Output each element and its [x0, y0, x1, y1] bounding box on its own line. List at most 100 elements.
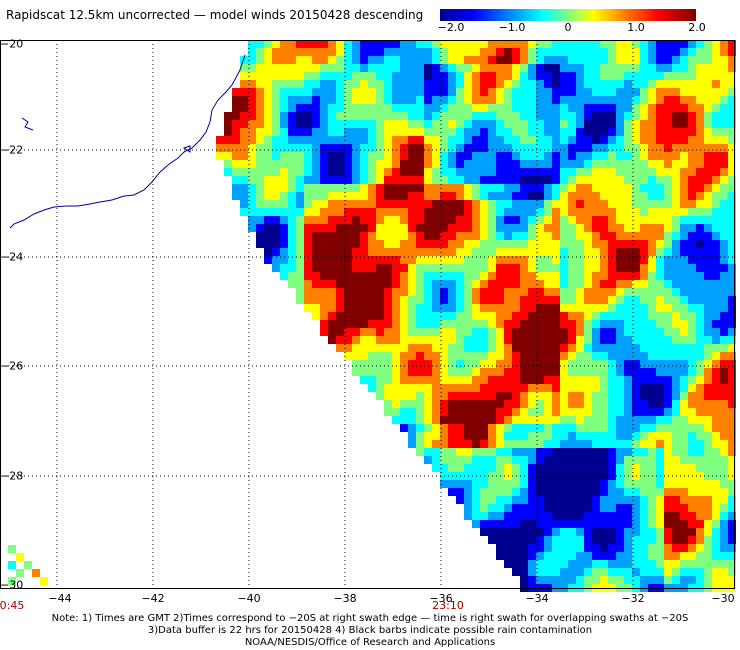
wind-cell: [304, 64, 312, 72]
wind-cell: [624, 136, 632, 144]
wind-cell: [264, 208, 272, 216]
wind-cell: [440, 224, 448, 232]
wind-cell: [520, 568, 528, 576]
wind-cell: [264, 144, 272, 152]
wind-cell: [632, 248, 640, 256]
wind-cell: [552, 464, 560, 472]
wind-cell: [424, 272, 432, 280]
wind-cell: [728, 224, 736, 232]
wind-cell: [624, 264, 632, 272]
wind-cell: [296, 120, 304, 128]
wind-cell: [472, 416, 480, 424]
wind-cell: [584, 368, 592, 376]
wind-cell: [664, 552, 672, 560]
wind-cell: [664, 64, 672, 72]
wind-cell: [488, 432, 496, 440]
wind-cell: [312, 200, 320, 208]
wind-cell: [464, 336, 472, 344]
wind-cell: [672, 544, 680, 552]
wind-cell: [576, 240, 584, 248]
wind-cell: [608, 272, 616, 280]
wind-cell: [304, 48, 312, 56]
wind-cell: [368, 296, 376, 304]
wind-cell: [576, 72, 584, 80]
wind-cell: [448, 432, 456, 440]
wind-cell: [504, 136, 512, 144]
wind-cell: [616, 464, 624, 472]
wind-cell: [560, 272, 568, 280]
wind-cell: [312, 224, 320, 232]
wind-cell: [600, 96, 608, 104]
wind-cell: [480, 176, 488, 184]
wind-cell: [584, 216, 592, 224]
wind-cell: [480, 216, 488, 224]
wind-cell: [696, 392, 704, 400]
wind-cell: [640, 216, 648, 224]
wind-cell: [584, 304, 592, 312]
wind-cell: [296, 248, 304, 256]
wind-cell: [624, 464, 632, 472]
wind-cell: [432, 224, 440, 232]
wind-cell: [640, 104, 648, 112]
wind-cell: [624, 448, 632, 456]
wind-cell: [384, 240, 392, 248]
wind-cell: [664, 232, 672, 240]
wind-cell: [280, 72, 288, 80]
wind-cell: [392, 384, 400, 392]
wind-cell: [528, 544, 536, 552]
wind-cell: [440, 280, 448, 288]
wind-cell: [392, 80, 400, 88]
wind-cell: [720, 200, 728, 208]
wind-cell: [696, 168, 704, 176]
wind-cell: [672, 560, 680, 568]
wind-cell: [616, 544, 624, 552]
wind-cell: [632, 544, 640, 552]
wind-cell: [512, 56, 520, 64]
wind-cell: [608, 72, 616, 80]
wind-cell: [632, 232, 640, 240]
wind-cell: [360, 184, 368, 192]
wind-cell: [608, 360, 616, 368]
wind-cell: [496, 416, 504, 424]
wind-cell: [536, 184, 544, 192]
wind-cell: [704, 392, 712, 400]
wind-cell: [608, 456, 616, 464]
wind-cell: [280, 80, 288, 88]
wind-cell: [368, 288, 376, 296]
wind-cell: [696, 264, 704, 272]
wind-cell: [712, 336, 720, 344]
wind-cell: [408, 200, 416, 208]
wind-cell: [712, 120, 720, 128]
wind-cell: [472, 312, 480, 320]
wind-cell: [304, 184, 312, 192]
wind-cell: [672, 456, 680, 464]
wind-cell: [520, 328, 528, 336]
wind-cell: [440, 40, 448, 48]
wind-cell: [696, 224, 704, 232]
footnote-line: NOAA/NESDIS/Office of Research and Appli…: [244, 637, 496, 648]
wind-cell: [600, 352, 608, 360]
wind-cell: [288, 56, 296, 64]
wind-cell: [376, 160, 384, 168]
wind-cell: [640, 504, 648, 512]
wind-cell: [664, 424, 672, 432]
wind-cell: [368, 96, 376, 104]
wind-cell: [440, 256, 448, 264]
wind-cell: [528, 272, 536, 280]
wind-cell: [424, 352, 432, 360]
wind-cell: [336, 136, 344, 144]
wind-cell: [616, 176, 624, 184]
wind-cell: [360, 112, 368, 120]
wind-cell: [320, 320, 328, 328]
wind-cell: [560, 80, 568, 88]
wind-cell: [544, 184, 552, 192]
wind-cell: [728, 520, 736, 528]
wind-cell: [656, 424, 664, 432]
wind-cell: [720, 288, 728, 296]
wind-cell: [456, 200, 464, 208]
wind-cell: [632, 568, 640, 576]
wind-cell: [688, 264, 696, 272]
wind-cell: [640, 184, 648, 192]
wind-cell: [520, 280, 528, 288]
wind-cell: [624, 128, 632, 136]
